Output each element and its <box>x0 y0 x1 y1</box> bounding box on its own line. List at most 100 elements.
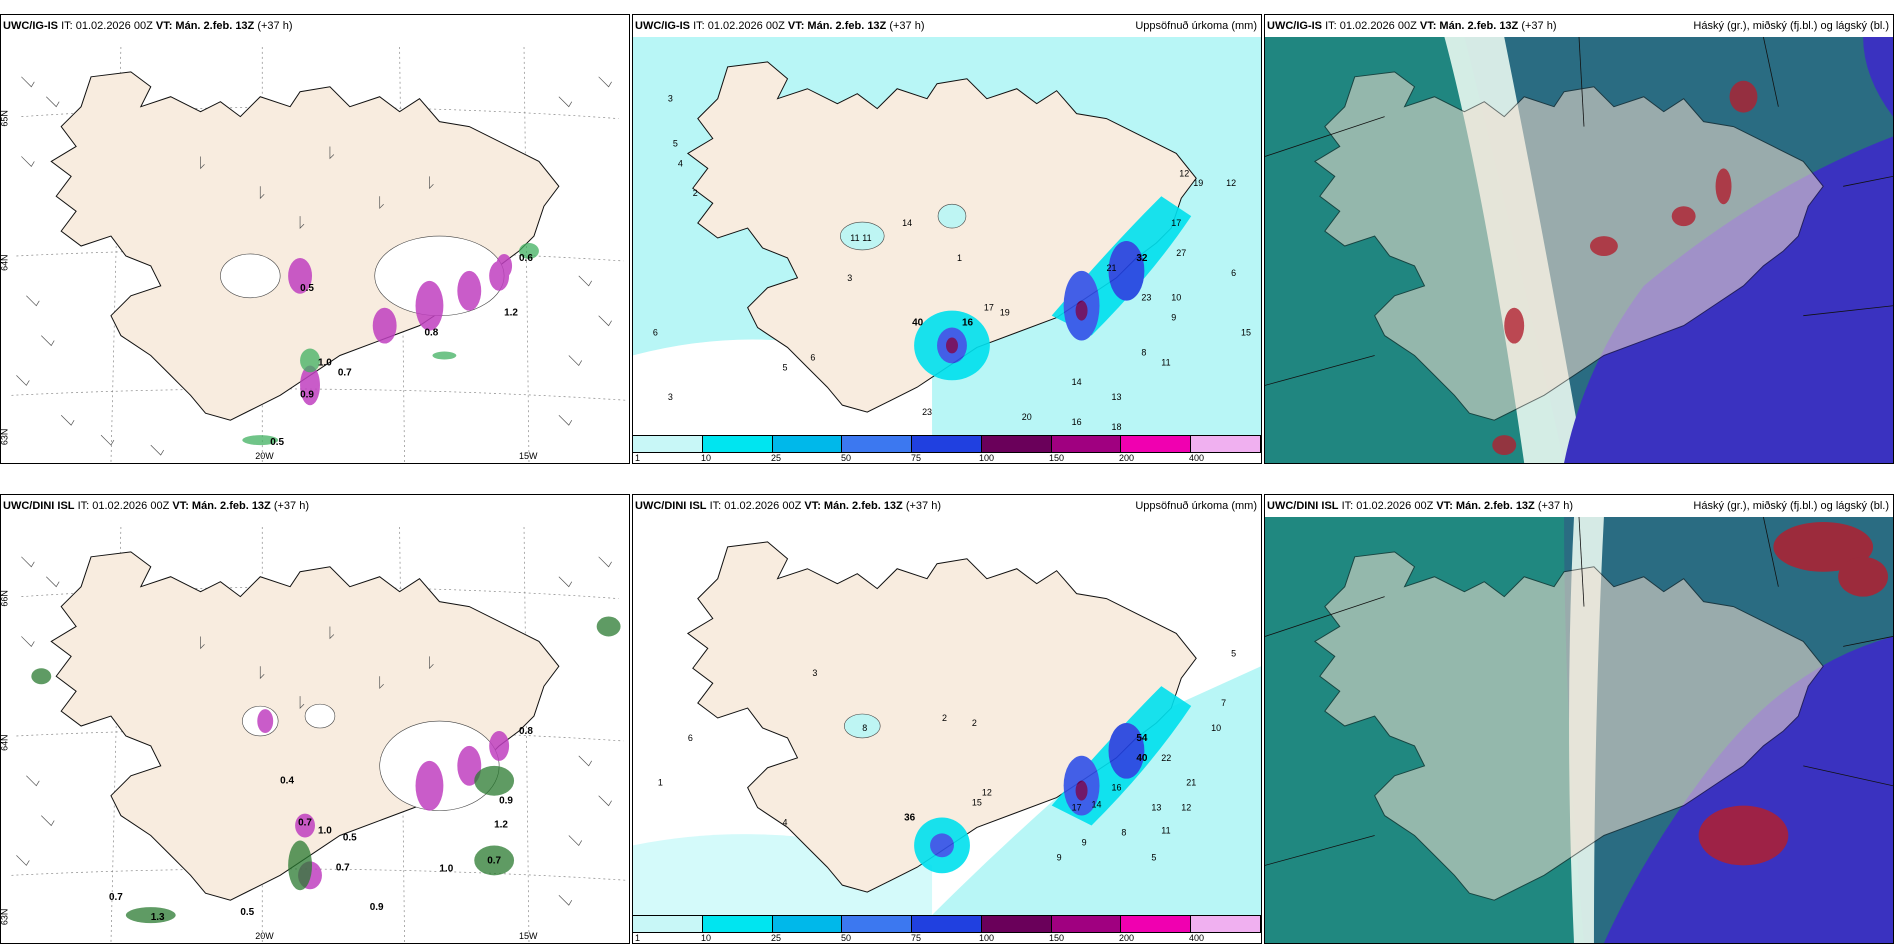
valid-time: VT: Mán. 2.feb. 13Z <box>155 20 255 32</box>
svg-text:17: 17 <box>1171 218 1181 228</box>
svg-text:3: 3 <box>668 392 673 402</box>
value-label: 0.9 <box>499 796 513 807</box>
colorbar-tick: 25 <box>771 933 782 943</box>
panel-header: UWC/IG-IS IT: 01.02.2026 00Z VT: Mán. 2.… <box>1 15 629 37</box>
svg-text:5: 5 <box>1231 648 1236 658</box>
colorbar-segment <box>1191 916 1261 932</box>
colorbar-segment <box>842 436 913 452</box>
svg-text:11: 11 <box>850 233 859 243</box>
precip-values: 3 5 4 2 6 11 11 14 3 40 16 17 19 21 32 1… <box>653 94 1251 432</box>
svg-text:27: 27 <box>1176 248 1186 258</box>
lon-label: 20W <box>255 931 274 941</box>
panel-title: Uppsöfnuð úrkoma (mm) <box>1135 500 1257 512</box>
valid-time: VT: Mán. 2.feb. 13Z <box>172 500 271 512</box>
colorbar: 1 10 25 50 75 100 150 200 400 <box>633 435 1261 463</box>
svg-text:3: 3 <box>847 273 852 283</box>
svg-text:22: 22 <box>1161 753 1171 763</box>
svg-text:18: 18 <box>1111 422 1121 432</box>
iceland-land <box>686 541 1197 893</box>
svg-text:5: 5 <box>1151 852 1156 862</box>
svg-text:3: 3 <box>668 94 673 104</box>
svg-text:9: 9 <box>1057 852 1062 862</box>
svg-text:12: 12 <box>982 788 992 798</box>
colorbar-tick: 400 <box>1189 453 1205 463</box>
svg-text:19: 19 <box>1000 308 1010 318</box>
svg-text:6: 6 <box>1231 268 1236 278</box>
wind-barbs <box>16 76 612 456</box>
svg-text:8: 8 <box>862 723 867 733</box>
svg-text:6: 6 <box>688 733 693 743</box>
svg-text:13: 13 <box>1111 392 1121 402</box>
svg-text:5: 5 <box>673 138 678 148</box>
lat-label: 63N <box>1 909 9 925</box>
wind-barbs <box>16 556 612 906</box>
svg-text:12: 12 <box>1181 803 1191 813</box>
svg-text:16: 16 <box>1072 417 1082 427</box>
svg-text:8: 8 <box>1121 827 1126 837</box>
precip-cells <box>840 196 1192 381</box>
precip-cells <box>844 686 1192 874</box>
svg-text:12: 12 <box>1226 178 1236 188</box>
value-label: 0.7 <box>109 892 123 903</box>
map-area <box>1265 517 1893 943</box>
valid-time: VT: Mán. 2.feb. 13Z <box>804 500 903 512</box>
lead-time: (+37 h) <box>889 20 925 32</box>
svg-text:14: 14 <box>902 218 912 228</box>
svg-text:23: 23 <box>922 407 932 417</box>
svg-text:14: 14 <box>1072 377 1082 387</box>
panel-title: Háský (gr.), miðský (fj.bl.) og lágský (… <box>1693 500 1889 512</box>
precip-map: 1 2 3 4 6 8 2 5 15 36 12 54 40 22 21 16 <box>633 517 1261 915</box>
lead-time: (+37 h) <box>1521 20 1557 32</box>
svg-text:21: 21 <box>1106 263 1116 273</box>
svg-text:11: 11 <box>1161 357 1170 367</box>
panel-header: UWC/DINI ISL IT: 01.02.2026 00Z VT: Mán.… <box>633 495 1261 517</box>
svg-text:16: 16 <box>962 318 974 329</box>
model-name: UWC/DINI ISL <box>635 500 707 512</box>
lat-label: 65N <box>1 110 9 126</box>
svg-text:6: 6 <box>653 328 658 338</box>
lon-label: 15W <box>519 931 538 941</box>
model-name: UWC/IG-IS <box>635 20 690 32</box>
colorbar-tick: 10 <box>701 453 712 463</box>
value-label: 0.8 <box>424 328 438 339</box>
value-label: 0.8 <box>519 726 533 737</box>
graticule <box>11 526 627 943</box>
svg-text:16: 16 <box>1111 783 1121 793</box>
value-label: 1.3 <box>151 912 165 923</box>
svg-text:10: 10 <box>1211 723 1221 733</box>
svg-text:54: 54 <box>1136 733 1148 744</box>
svg-text:40: 40 <box>1136 753 1148 764</box>
svg-text:7: 7 <box>1221 698 1226 708</box>
svg-text:23: 23 <box>1141 293 1151 303</box>
cloud-map <box>1265 37 1893 463</box>
svg-text:1: 1 <box>957 253 962 263</box>
colorbar-tick: 1 <box>635 933 641 943</box>
svg-text:4: 4 <box>783 817 788 827</box>
wind-map: 66N 64N 63N 20W 15W 0.7 0.5 0.7 1.0 0.7 … <box>1 526 627 943</box>
value-label: 0.5 <box>300 283 314 294</box>
colorbar-segment <box>633 436 703 452</box>
value-label: 0.7 <box>338 367 352 378</box>
svg-text:17: 17 <box>984 303 994 313</box>
colorbar-ticks: 1 10 25 50 75 100 150 200 400 <box>633 933 1261 943</box>
model-name: UWC/DINI ISL <box>1267 500 1339 512</box>
colorbar-segment <box>772 436 843 452</box>
colorbar-segment <box>1051 916 1122 932</box>
lead-time: (+37 h) <box>1537 500 1574 512</box>
cloud-red-cells <box>1492 80 1758 456</box>
map-area: 65N 64N 63N 20W 15W 0.5 0.7 1.0 0.9 0.6 … <box>1 37 629 463</box>
colorbar-ticks: 1 10 25 50 75 100 150 200 400 <box>633 453 1261 463</box>
panel-bottom-left-wind: UWC/DINI ISL IT: 01.02.2026 00Z VT: Mán.… <box>0 494 630 944</box>
shower-cells <box>288 253 513 406</box>
value-label: 1.0 <box>439 863 453 874</box>
value-label: 1.2 <box>504 308 518 319</box>
init-time: IT: 01.02.2026 00Z <box>693 20 785 32</box>
cloud-low-area <box>1564 136 1893 463</box>
map-area: 66N 64N 63N 20W 15W 0.7 0.5 0.7 1.0 0.7 … <box>1 517 629 943</box>
value-label: 0.7 <box>336 862 350 873</box>
hatched-patch <box>220 253 281 299</box>
init-time: IT: 01.02.2026 00Z <box>709 500 802 512</box>
colorbar-segment <box>981 436 1052 452</box>
map-area: 3 5 4 2 6 11 11 14 3 40 16 17 19 21 32 1… <box>633 37 1261 435</box>
